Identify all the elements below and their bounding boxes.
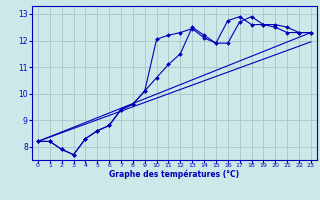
X-axis label: Graphe des températures (°C): Graphe des températures (°C) [109,169,239,179]
